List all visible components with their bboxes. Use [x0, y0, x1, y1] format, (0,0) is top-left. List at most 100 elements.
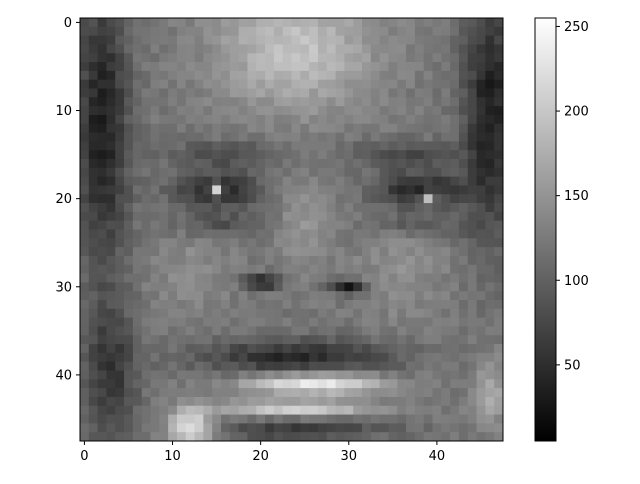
heatmap-cell	[256, 97, 266, 107]
heatmap-cell	[414, 70, 425, 81]
heatmap-cell	[353, 18, 363, 28]
heatmap-cell	[273, 300, 284, 310]
heatmap-cell	[132, 229, 143, 239]
heatmap-cell	[441, 352, 451, 363]
heatmap-cell	[370, 62, 381, 72]
heatmap-cell	[309, 35, 319, 45]
heatmap-cell	[485, 53, 495, 63]
heatmap-cell	[370, 238, 381, 248]
heatmap-cell	[300, 26, 310, 37]
heatmap-cell	[388, 291, 398, 301]
heatmap-cell	[88, 167, 99, 178]
heatmap-cell	[265, 344, 275, 354]
heatmap-cell	[423, 300, 433, 310]
heatmap-cell	[335, 335, 345, 345]
heatmap-cell	[115, 308, 125, 319]
heatmap-cell	[441, 414, 451, 424]
heatmap-cell	[458, 176, 469, 186]
heatmap-cell	[485, 132, 495, 142]
heatmap-cell	[485, 167, 495, 178]
heatmap-cell	[379, 123, 389, 133]
heatmap-cell	[406, 370, 416, 380]
heatmap-cell	[485, 423, 495, 433]
heatmap-cell	[256, 53, 266, 63]
heatmap-cell	[494, 141, 504, 151]
heatmap-cell	[414, 211, 425, 222]
heatmap-cell	[212, 405, 222, 415]
heatmap-cell	[370, 326, 381, 336]
heatmap-cell	[414, 229, 425, 239]
heatmap-cell	[132, 317, 143, 327]
heatmap-cell	[309, 194, 319, 204]
heatmap-cell	[88, 308, 99, 319]
heatmap-cell	[309, 159, 319, 169]
heatmap-cell	[432, 211, 442, 222]
heatmap-cell	[265, 123, 275, 133]
heatmap-cell	[265, 423, 275, 433]
heatmap-cell	[282, 238, 292, 248]
heatmap-cell	[309, 352, 319, 363]
heatmap-cell	[317, 132, 328, 142]
heatmap-cell	[88, 300, 99, 310]
heatmap-cell	[80, 220, 90, 230]
heatmap-cell	[414, 97, 425, 107]
heatmap-cell	[485, 185, 495, 195]
heatmap-cell	[309, 141, 319, 151]
heatmap-cell	[185, 370, 195, 380]
heatmap-cell	[106, 432, 116, 442]
heatmap-cell	[229, 194, 240, 204]
heatmap-cell	[362, 106, 372, 116]
heatmap-cell	[344, 352, 354, 363]
heatmap-cell	[132, 379, 143, 389]
heatmap-cell	[423, 176, 433, 186]
heatmap-cell	[115, 26, 125, 37]
heatmap-cell	[97, 88, 107, 98]
heatmap-cell	[362, 423, 372, 433]
heatmap-cell	[485, 308, 495, 319]
heatmap-cell	[212, 370, 222, 380]
heatmap-cell	[476, 114, 486, 125]
heatmap-cell	[432, 352, 442, 363]
heatmap-cell	[397, 335, 407, 345]
heatmap-cell	[247, 159, 257, 169]
heatmap-cell	[467, 167, 477, 178]
heatmap-cell	[203, 264, 213, 274]
heatmap-cell	[212, 26, 222, 37]
heatmap-image	[80, 18, 504, 442]
heatmap-cell	[300, 88, 310, 98]
heatmap-cell	[397, 18, 407, 28]
heatmap-cell	[494, 414, 504, 424]
heatmap-cell	[458, 405, 469, 415]
heatmap-cell	[247, 141, 257, 151]
heatmap-cell	[423, 88, 433, 98]
heatmap-cell	[450, 211, 460, 222]
heatmap-cell	[282, 326, 292, 336]
heatmap-cell	[317, 432, 328, 442]
heatmap-cell	[450, 317, 460, 327]
heatmap-cell	[458, 132, 469, 142]
heatmap-cell	[229, 432, 240, 442]
heatmap-cell	[203, 423, 213, 433]
heatmap-cell	[317, 273, 328, 283]
heatmap-cell	[379, 194, 389, 204]
heatmap-cell	[282, 370, 292, 380]
heatmap-cell	[353, 220, 363, 230]
heatmap-cell	[80, 132, 90, 142]
heatmap-cell	[317, 185, 328, 195]
heatmap-cell	[88, 70, 99, 81]
heatmap-cell	[97, 97, 107, 107]
heatmap-cell	[159, 388, 169, 398]
heatmap-cell	[441, 79, 451, 89]
heatmap-cell	[335, 70, 345, 81]
heatmap-cell	[229, 282, 240, 292]
heatmap-cell	[458, 379, 469, 389]
heatmap-cell	[273, 361, 284, 371]
heatmap-cell	[362, 211, 372, 222]
heatmap-cell	[221, 317, 231, 327]
heatmap-cell	[159, 308, 169, 319]
heatmap-cell	[388, 414, 398, 424]
heatmap-cell	[282, 35, 292, 45]
heatmap-cell	[150, 423, 160, 433]
heatmap-cell	[124, 361, 134, 371]
heatmap-cell	[106, 106, 116, 116]
